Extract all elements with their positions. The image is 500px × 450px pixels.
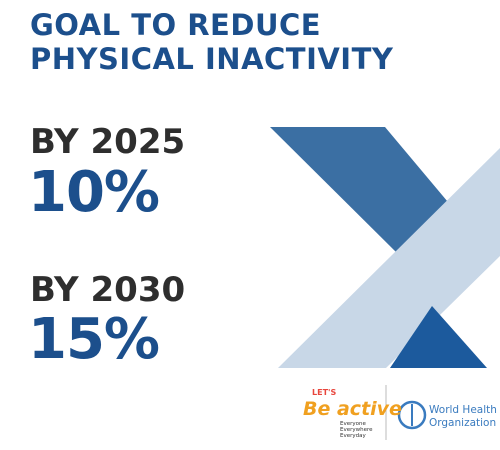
campaign-main: Be active (303, 398, 402, 420)
title-line: PHYSICAL INACTIVITY (30, 42, 394, 76)
target-value: 10% (28, 160, 160, 225)
target-value: 15% (28, 307, 160, 372)
org-name: Organization (429, 417, 497, 429)
target-year: BY 2030 (30, 270, 186, 310)
x-lower-band (390, 306, 487, 368)
who-emblem (397, 400, 427, 430)
campaign-line: Everywhere (340, 427, 373, 433)
campaign-line: Everyday (340, 433, 366, 439)
x-upper-band (270, 127, 458, 258)
title-line: GOAL TO REDUCE (30, 8, 322, 42)
org-name: World Health (429, 404, 497, 416)
target-year: BY 2025 (30, 122, 186, 162)
x-light-band (278, 148, 500, 368)
campaign-line: Everyone (340, 421, 366, 427)
campaign-top: LET'S (312, 388, 337, 397)
